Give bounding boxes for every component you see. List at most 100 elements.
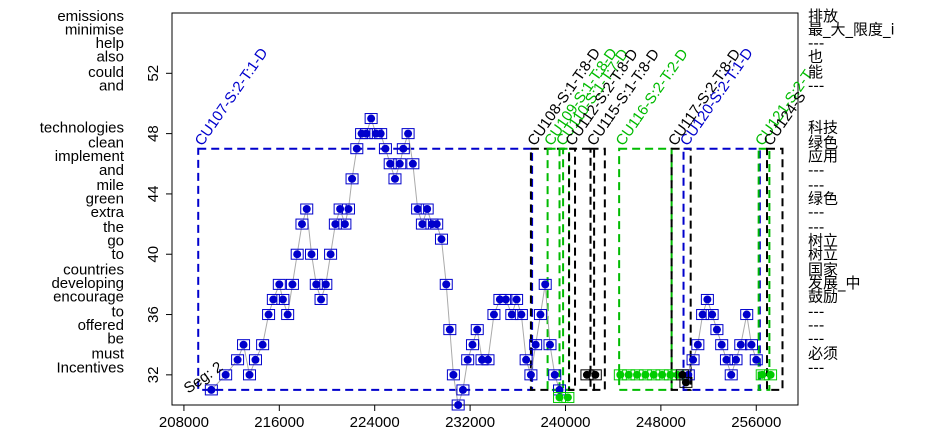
data-point-0-61 [522, 355, 531, 364]
data-point-box-0-43 [430, 218, 444, 230]
left-word-2: help [96, 35, 124, 52]
segment-box-4 [568, 147, 596, 391]
segment-box-8 [682, 147, 761, 391]
data-point-box-0-32 [378, 143, 392, 155]
data-point-0-76 [717, 340, 726, 349]
data-point-0-66 [545, 340, 554, 349]
data-point-0-23 [340, 220, 349, 229]
data-point-0-51 [468, 340, 477, 349]
data-point-0-54 [483, 355, 492, 364]
data-point-0-37 [404, 129, 413, 138]
data-point-box-0-36 [396, 143, 410, 155]
data-point-box-0-52 [470, 324, 484, 336]
data-point-0-12 [288, 280, 297, 289]
right-word-13: --- [808, 218, 824, 236]
x-tick-label-3: 232000 [445, 414, 495, 431]
data-point-box-0-66 [543, 339, 557, 351]
right-word-20: --- [808, 316, 824, 334]
data-point-box-0-46 [443, 324, 457, 336]
data-point-box-0-73 [700, 293, 714, 305]
data-point-box-0-12 [285, 278, 299, 290]
data-point-1-8 [666, 370, 675, 379]
data-point-0-0 [207, 385, 216, 394]
data-point-box-0-9 [272, 278, 286, 290]
x-tick-label-2: 224000 [350, 414, 400, 431]
data-point-1-11 [766, 370, 775, 379]
y-tick-label-5: 52 [145, 65, 162, 82]
left-word-10: mile [96, 177, 124, 194]
data-point-box-0-45 [439, 278, 453, 290]
data-point-box-0-6 [256, 339, 270, 351]
right-word-3: 也 [808, 48, 823, 66]
data-point-box-0-62 [524, 369, 538, 381]
left-word-13: the [103, 219, 124, 236]
left-word-14: go [107, 233, 124, 250]
data-point-0-9 [275, 280, 284, 289]
left-word-12: extra [91, 204, 125, 221]
x-tick-label-5: 248000 [636, 414, 686, 431]
data-point-0-28 [362, 129, 371, 138]
y-tick-label-4: 48 [145, 125, 162, 142]
data-point-box-0-25 [345, 173, 359, 185]
data-point-box-0-18 [314, 293, 328, 305]
data-point-0-83 [752, 355, 761, 364]
data-point-0-79 [731, 355, 740, 364]
data-point-0-4 [245, 370, 254, 379]
left-word-21: be [107, 331, 124, 348]
data-point-box-0-24 [341, 203, 355, 215]
data-point-0-50 [463, 355, 472, 364]
data-point-box-0-47 [446, 369, 460, 381]
data-point-0-55 [489, 310, 498, 319]
right-word-21: --- [808, 330, 824, 348]
data-point-box-0-11 [281, 309, 295, 321]
left-word-18: encourage [53, 288, 124, 305]
data-point-0-13 [293, 250, 302, 259]
left-word-11: green [86, 190, 124, 207]
data-point-box-1-1 [561, 391, 575, 403]
data-point-0-67 [550, 370, 559, 379]
data-point-box-0-23 [338, 218, 352, 230]
data-point-0-40 [418, 220, 427, 229]
data-point-0-31 [376, 129, 385, 138]
left-word-1: minimise [65, 22, 124, 39]
data-point-box-1-11 [764, 369, 778, 381]
left-word-19: to [111, 304, 124, 321]
data-point-0-80 [736, 340, 745, 349]
data-point-2-1 [591, 370, 600, 379]
data-point-0-36 [399, 144, 408, 153]
right-word-1: 最_大_限度_i [808, 21, 895, 40]
data-point-0-68 [555, 385, 564, 394]
data-point-box-0-61 [519, 354, 533, 366]
data-point-box-0-55 [487, 309, 501, 321]
left-word-22: must [91, 346, 124, 363]
data-point-box-0-5 [248, 354, 262, 366]
data-point-box-0-38 [406, 158, 420, 170]
right-word-15: 树立 [808, 245, 838, 263]
data-point-box-0-14 [295, 218, 309, 230]
data-point-0-74 [708, 310, 717, 319]
data-point-box-0-20 [324, 248, 338, 260]
data-point-box-0-51 [465, 339, 479, 351]
left-word-4: could [88, 64, 124, 81]
data-point-0-71 [693, 340, 702, 349]
data-point-box-0-44 [434, 233, 448, 245]
data-point-box-0-13 [290, 248, 304, 260]
data-point-box-0-82 [744, 339, 758, 351]
data-point-box-0-1 [219, 369, 233, 381]
data-point-box-0-35 [393, 158, 407, 170]
data-point-box-0-48 [451, 399, 465, 411]
data-point-0-64 [536, 310, 545, 319]
segment-box-10 [765, 147, 784, 391]
data-point-0-15 [302, 205, 311, 213]
data-point-1-1 [563, 393, 572, 402]
data-point-box-0-78 [724, 369, 738, 381]
data-point-box-0-41 [420, 203, 434, 215]
segment-box-7 [670, 147, 692, 391]
data-point-0-49 [458, 385, 467, 394]
segment-box-5 [589, 147, 606, 391]
data-point-box-0-71 [691, 339, 705, 351]
data-point-0-7 [264, 310, 273, 319]
right-word-19: --- [808, 303, 824, 321]
data-point-box-0-29 [364, 113, 378, 125]
